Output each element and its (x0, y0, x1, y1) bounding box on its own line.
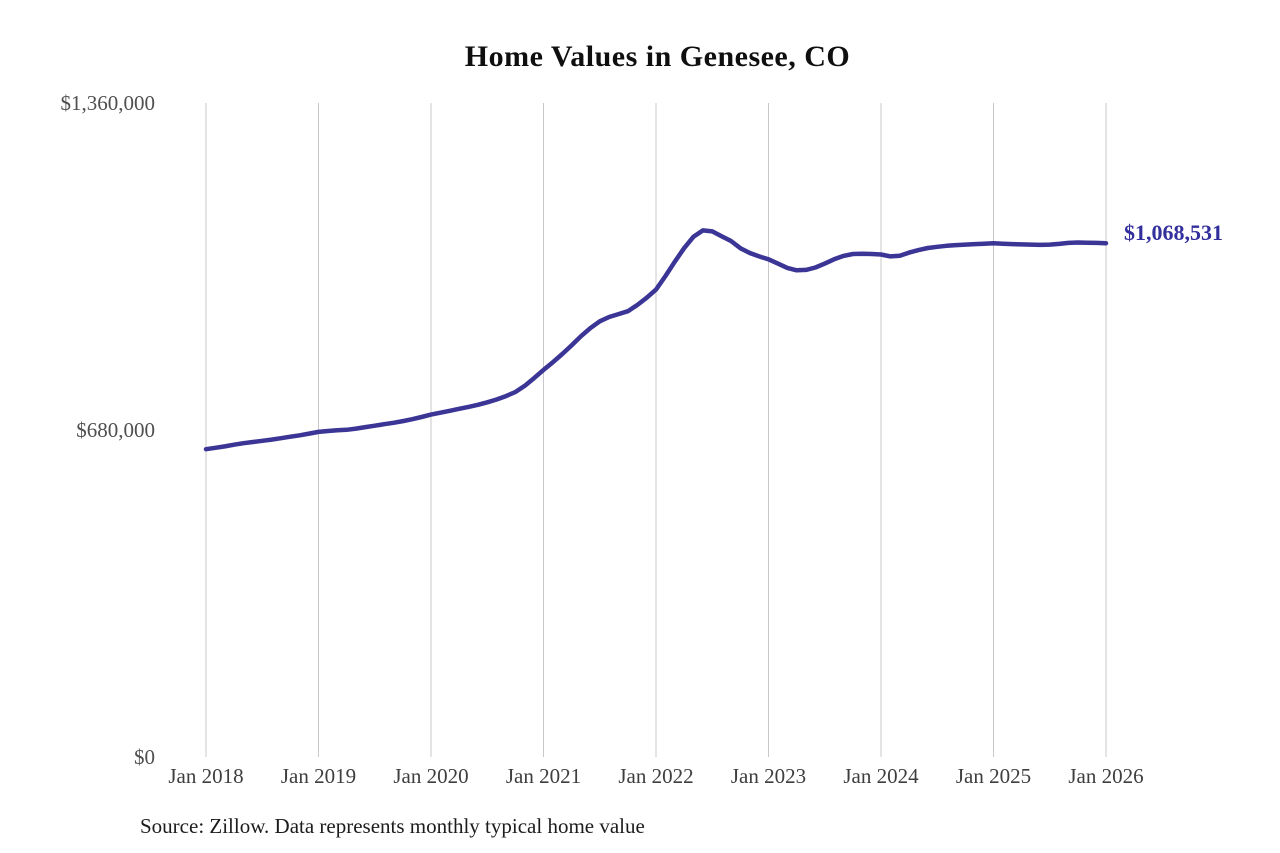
x-axis-tick-label: Jan 2020 (393, 764, 469, 788)
home-value-line-series (203, 228, 1109, 452)
x-axis-tick-label: Jan 2025 (955, 764, 1032, 788)
y-axis-tick-label: $680,000 (76, 418, 155, 442)
x-axis-tick-label: Jan 2023 (730, 764, 807, 788)
x-axis-tick-label: Jan 2026 (1068, 764, 1144, 788)
x-axis-tick-label: Jan 2021 (505, 764, 582, 788)
chart-title: Home Values in Genesee, CO (464, 40, 851, 73)
y-axis-tick-label: $0 (134, 745, 155, 769)
x-axis-tick-label: Jan 2019 (280, 764, 357, 788)
y-axis-tick-label: $1,360,000 (60, 91, 156, 115)
x-axis-tick-label: Jan 2018 (168, 764, 244, 788)
latest-value-label: $1,068,531 (1124, 220, 1223, 246)
source-attribution: Source: Zillow. Data represents monthly … (140, 814, 645, 838)
x-axis-tick-label: Jan 2024 (843, 764, 919, 788)
x-axis-tick-label: Jan 2022 (618, 764, 694, 788)
